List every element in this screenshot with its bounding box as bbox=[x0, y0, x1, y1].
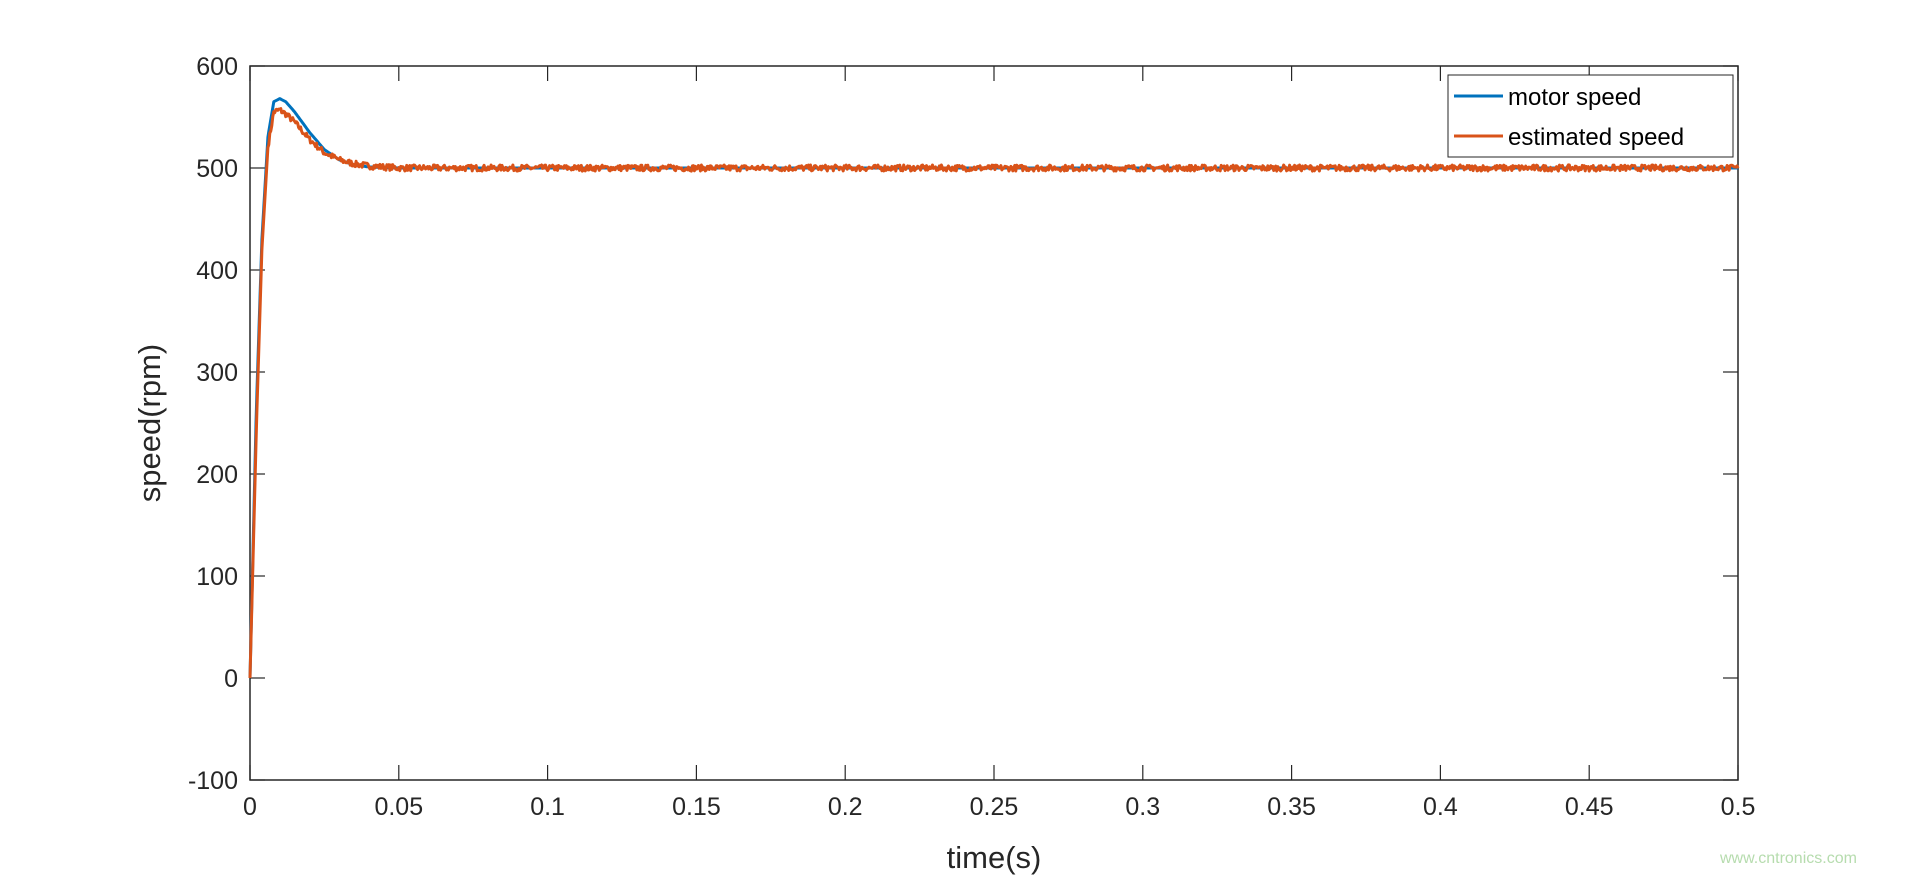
x-tick-label: 0 bbox=[243, 793, 257, 821]
y-tick-label: 300 bbox=[196, 359, 238, 387]
plot-area bbox=[249, 65, 1739, 781]
x-tick-label: 0.35 bbox=[1267, 793, 1316, 821]
y-tick-label: 400 bbox=[196, 257, 238, 285]
x-axis-label: time(s) bbox=[947, 840, 1042, 875]
x-tick-label: 0.5 bbox=[1721, 793, 1756, 821]
legend-label-estimated-speed: estimated speed bbox=[1508, 124, 1684, 151]
series-lines bbox=[248, 97, 1740, 679]
legend-box bbox=[1447, 74, 1734, 158]
x-tick-label: 0.15 bbox=[672, 793, 721, 821]
legend-label-motor-speed: motor speed bbox=[1508, 84, 1641, 111]
legend: motor speed estimated speed bbox=[1447, 74, 1734, 158]
x-tick-label: 0.4 bbox=[1423, 793, 1458, 821]
x-tick-label: 0.25 bbox=[970, 793, 1019, 821]
y-tick-label: -100 bbox=[188, 767, 238, 795]
x-tick-label: 0.2 bbox=[828, 793, 863, 821]
y-tick-label: 0 bbox=[224, 665, 238, 693]
x-tick-label: 0.1 bbox=[530, 793, 565, 821]
x-tick-label: 0.05 bbox=[374, 793, 423, 821]
x-tick-label: 0.3 bbox=[1125, 793, 1160, 821]
y-tick-label: 500 bbox=[196, 155, 238, 183]
axis-ticks: 0 0.05 0.1 0.15 0.2 0.25 0.3 0.35 0.4 0.45 0.5 -100… bbox=[188, 53, 1755, 821]
y-axis-label: speed(rpm) bbox=[132, 344, 167, 503]
watermark: www.cntronics.com bbox=[1720, 850, 1857, 867]
series-line-estimated-speed bbox=[248, 107, 1740, 679]
x-tick-label: 0.45 bbox=[1565, 793, 1614, 821]
y-tick-label: 100 bbox=[196, 563, 238, 591]
y-tick-label: 600 bbox=[196, 53, 238, 81]
y-tick-label: 200 bbox=[196, 461, 238, 489]
